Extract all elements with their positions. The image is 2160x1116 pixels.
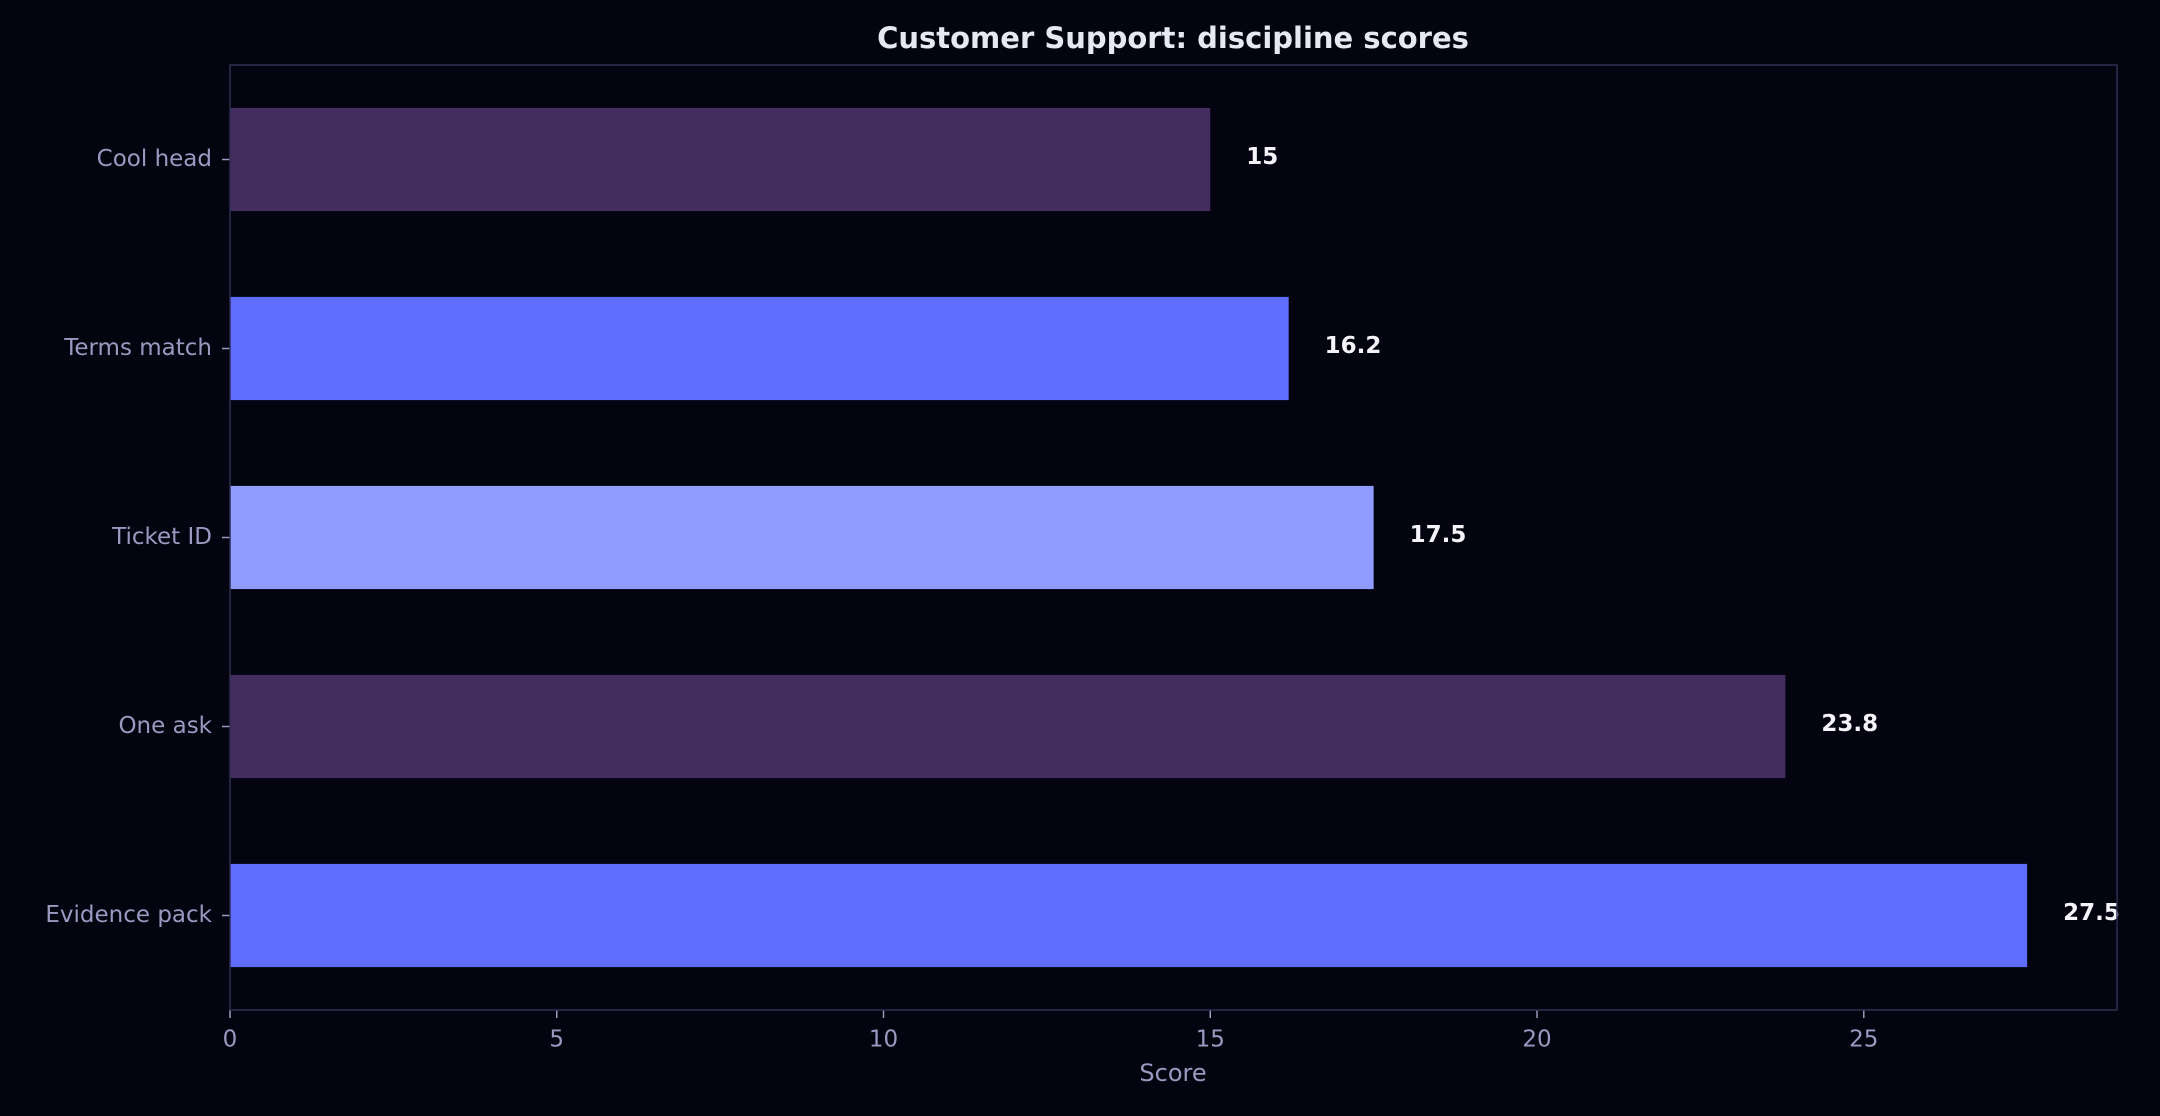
- bar: [230, 107, 1211, 212]
- x-tick-label: 5: [549, 1027, 564, 1053]
- y-tick-label: Cool head: [97, 146, 212, 172]
- x-axis-label: Score: [1139, 1059, 1206, 1087]
- value-label: 16.2: [1325, 333, 1382, 359]
- x-tick-label: 10: [869, 1027, 898, 1053]
- x-tick-label: 15: [1196, 1027, 1225, 1053]
- plot-frame: [229, 64, 2118, 1011]
- y-tick-label: Terms match: [63, 335, 212, 361]
- x-tick-label: 20: [1522, 1027, 1551, 1053]
- y-tick-label: Ticket ID: [111, 524, 212, 550]
- bar: [230, 863, 2028, 968]
- bar: [230, 485, 1374, 590]
- x-tick-label: 0: [223, 1027, 238, 1053]
- value-label: 27.5: [2063, 900, 2120, 926]
- y-tick-label: Evidence pack: [45, 902, 212, 928]
- x-tick-label: 25: [1849, 1027, 1878, 1053]
- bar: [230, 674, 1786, 779]
- chart-title: Customer Support: discipline scores: [877, 21, 1469, 55]
- y-tick-label: One ask: [118, 713, 212, 739]
- value-label: 15: [1246, 144, 1278, 170]
- bar: [230, 296, 1289, 401]
- value-label: 17.5: [1410, 522, 1467, 548]
- value-label: 23.8: [1821, 711, 1878, 737]
